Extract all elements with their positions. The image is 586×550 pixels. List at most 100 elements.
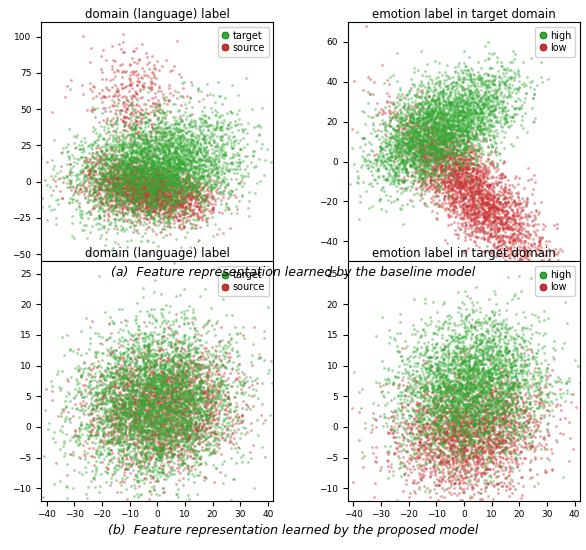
Point — [142, 380, 151, 389]
Point — [97, 108, 107, 117]
Point — [448, 143, 458, 152]
Point — [185, 111, 195, 119]
Point — [103, 416, 113, 425]
Point — [503, 402, 512, 410]
Point — [77, 372, 86, 381]
Point — [540, 468, 550, 476]
Point — [513, 179, 523, 188]
Point — [406, 152, 415, 161]
Point — [478, 396, 487, 405]
Point — [153, 175, 162, 184]
Point — [91, 169, 101, 178]
Point — [90, 373, 99, 382]
Point — [130, 58, 139, 67]
Point — [159, 189, 169, 197]
Point — [191, 194, 200, 203]
Point — [193, 424, 203, 432]
Point — [163, 178, 172, 187]
Point — [468, 164, 478, 173]
Point — [84, 483, 93, 492]
Point — [152, 356, 162, 365]
Point — [490, 216, 500, 224]
Point — [202, 150, 212, 159]
Point — [431, 118, 440, 127]
Point — [108, 379, 117, 388]
Point — [475, 126, 485, 135]
Point — [455, 155, 465, 163]
Point — [132, 386, 142, 395]
Point — [441, 113, 451, 122]
Point — [449, 421, 459, 430]
Point — [500, 220, 509, 229]
Point — [463, 349, 472, 358]
Point — [151, 430, 161, 438]
Point — [448, 423, 457, 432]
Point — [76, 217, 85, 226]
Point — [527, 438, 537, 447]
Point — [188, 129, 197, 138]
Point — [503, 412, 513, 421]
Point — [148, 426, 157, 435]
Point — [479, 346, 488, 355]
Point — [508, 237, 517, 246]
Point — [414, 119, 423, 128]
Point — [442, 152, 452, 161]
Point — [145, 434, 154, 443]
Point — [469, 150, 479, 158]
Point — [185, 119, 195, 128]
Point — [159, 403, 168, 412]
Point — [190, 408, 199, 416]
Point — [499, 219, 508, 228]
Point — [418, 114, 428, 123]
Point — [502, 92, 511, 101]
Point — [162, 410, 172, 419]
Point — [473, 145, 482, 153]
Point — [407, 84, 416, 92]
Point — [175, 154, 184, 163]
Point — [133, 180, 142, 189]
Point — [461, 420, 471, 429]
Point — [149, 375, 159, 384]
Point — [152, 186, 162, 195]
Point — [87, 385, 97, 394]
Point — [439, 136, 448, 145]
Point — [157, 183, 166, 191]
Point — [109, 428, 118, 437]
Point — [444, 439, 454, 448]
Point — [193, 181, 202, 190]
Point — [439, 367, 448, 376]
Point — [212, 187, 221, 196]
Point — [223, 387, 232, 396]
Point — [148, 349, 157, 358]
Point — [183, 190, 192, 199]
Point — [414, 116, 424, 125]
Point — [421, 382, 430, 391]
Point — [207, 185, 216, 194]
Point — [97, 435, 107, 444]
Point — [184, 393, 193, 402]
Point — [506, 188, 516, 197]
Point — [138, 180, 147, 189]
Point — [197, 422, 206, 431]
Point — [128, 388, 138, 397]
Point — [159, 369, 168, 378]
Point — [166, 414, 175, 422]
Point — [434, 119, 443, 128]
Point — [209, 415, 219, 424]
Point — [103, 177, 112, 185]
Point — [489, 192, 498, 201]
Point — [193, 198, 202, 207]
Point — [87, 169, 97, 178]
Point — [410, 295, 419, 304]
Point — [502, 400, 511, 409]
Point — [151, 403, 160, 411]
Point — [155, 410, 164, 419]
Point — [455, 135, 465, 144]
Point — [409, 131, 418, 140]
Point — [98, 412, 108, 421]
Point — [130, 423, 139, 432]
Point — [126, 396, 135, 405]
Point — [127, 79, 137, 87]
Point — [454, 140, 463, 148]
Point — [61, 392, 70, 400]
